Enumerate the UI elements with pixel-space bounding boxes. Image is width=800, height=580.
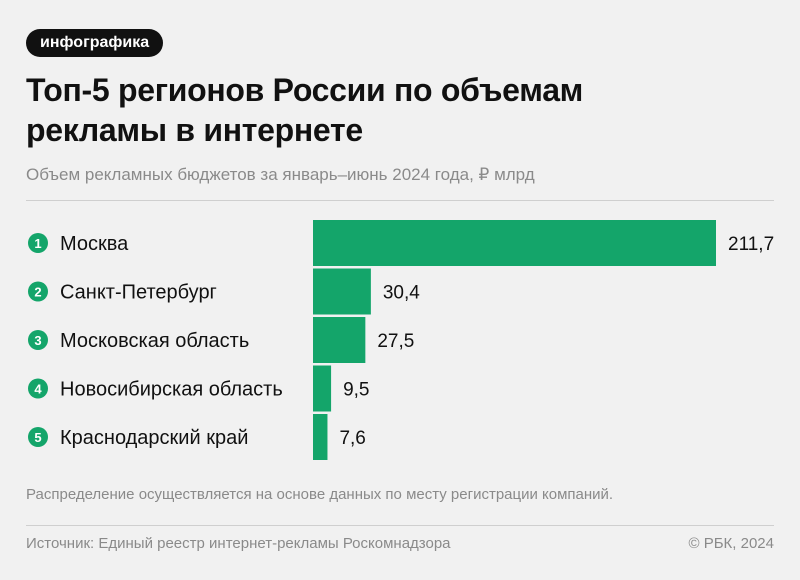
rank-badge [28,281,48,302]
bar [313,414,328,460]
region-label: Санкт-Петербург [60,282,217,304]
value-label: 7,6 [339,428,365,449]
bar [313,317,366,363]
rank-badge [28,233,48,253]
region-label: Краснодарский край [60,427,248,449]
chart-subtitle: Объем рекламных бюджетов за январь–июнь … [26,165,535,184]
value-label: 9,5 [343,380,369,401]
footnote: Распределение осуществляется на основе д… [26,486,614,503]
rank-badge [28,330,48,350]
value-label: 30,4 [383,283,420,304]
value-label: 27,5 [377,331,414,352]
region-label: Москва [60,233,129,255]
infographic-tag: инфографика [26,29,164,57]
chart-title: Топ-5 регионов России по объемам рекламы… [26,70,766,150]
rank-number: 4 [34,382,42,397]
region-label: Московская область [60,330,249,352]
rank-badge [28,427,48,447]
rank-number: 5 [34,430,41,445]
bar [313,365,332,412]
bar [313,268,371,315]
chart-title-line-1: Топ-5 регионов России по объемам [26,72,584,108]
copyright-text: © РБК, 2024 [688,535,774,552]
rank-number: 1 [34,236,41,251]
rank-number: 3 [34,333,41,348]
chart-title-line-2: рекламы в интернете [26,112,363,148]
bottom-divider [26,525,774,526]
source-text: Источник: Единый реестр интернет-рекламы… [26,535,451,552]
rank-number: 2 [34,285,41,300]
region-label: Новосибирская область [60,379,283,401]
value-label: 211,7 [728,234,774,255]
top-divider [26,200,774,201]
bar [313,220,716,266]
rank-badge [28,378,48,399]
